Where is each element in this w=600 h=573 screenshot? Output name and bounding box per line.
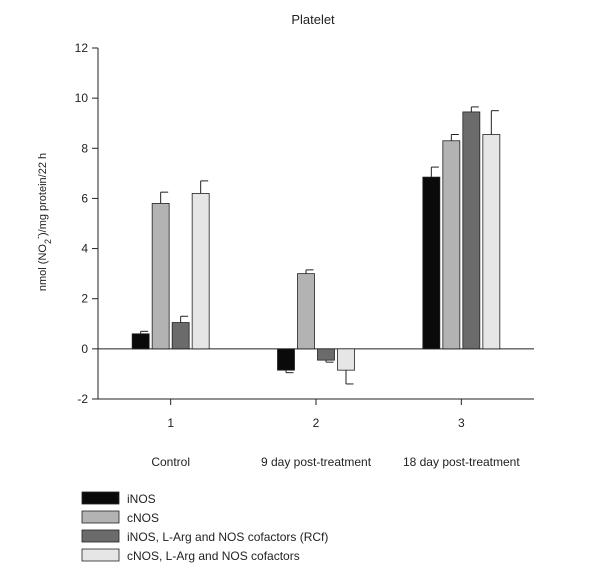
category-sublabel: 9 day post-treatment — [261, 455, 372, 469]
y-tick-label: 6 — [81, 191, 88, 205]
legend-label: iNOS — [127, 492, 156, 506]
bar — [422, 176, 441, 350]
bar — [277, 348, 295, 371]
bar — [442, 140, 461, 350]
y-axis-label: nmol (NO2-)/mg protein/22 h — [33, 153, 53, 291]
legend-swatch — [81, 529, 120, 543]
bar — [297, 273, 315, 350]
bar — [337, 348, 355, 371]
x-tick-label: 2 — [313, 416, 320, 430]
bar — [317, 348, 335, 361]
legend-label: iNOS, L-Arg and NOS cofactors (RCf) — [127, 530, 328, 544]
category-sublabel: 18 day post-treatment — [403, 455, 520, 469]
y-tick-label: 2 — [81, 292, 88, 306]
bar — [462, 111, 481, 350]
y-tick-label: 12 — [75, 41, 89, 55]
bar — [131, 333, 150, 350]
y-tick-label: 8 — [81, 141, 88, 155]
bar — [191, 193, 210, 350]
legend-label: cNOS — [127, 511, 159, 525]
bar — [171, 322, 190, 350]
category-sublabels: Control 9 day post-treatment 18 day post-t… — [151, 455, 520, 469]
x-tick-label: 3 — [458, 416, 465, 430]
legend-swatch — [81, 548, 120, 562]
bar — [151, 203, 170, 350]
y-tick-label: -2 — [77, 392, 88, 406]
y-tick-label: 0 — [81, 342, 88, 356]
y-tick-label: 4 — [81, 242, 88, 256]
y-tick-label: 10 — [75, 91, 89, 105]
legend: iNOS cNOS iNOS, L-Arg and NOS cofactors (R… — [81, 491, 328, 563]
x-tick-label: 1 — [167, 416, 174, 430]
bar — [482, 134, 501, 350]
legend-swatch — [81, 491, 120, 505]
chart-title: Platelet — [291, 12, 335, 27]
legend-label: cNOS, L-Arg and NOS cofactors — [127, 549, 300, 563]
x-tick-labels: 1 2 3 — [167, 399, 465, 430]
legend-swatch — [81, 510, 120, 524]
bars — [131, 106, 501, 385]
category-sublabel: Control — [151, 455, 190, 469]
